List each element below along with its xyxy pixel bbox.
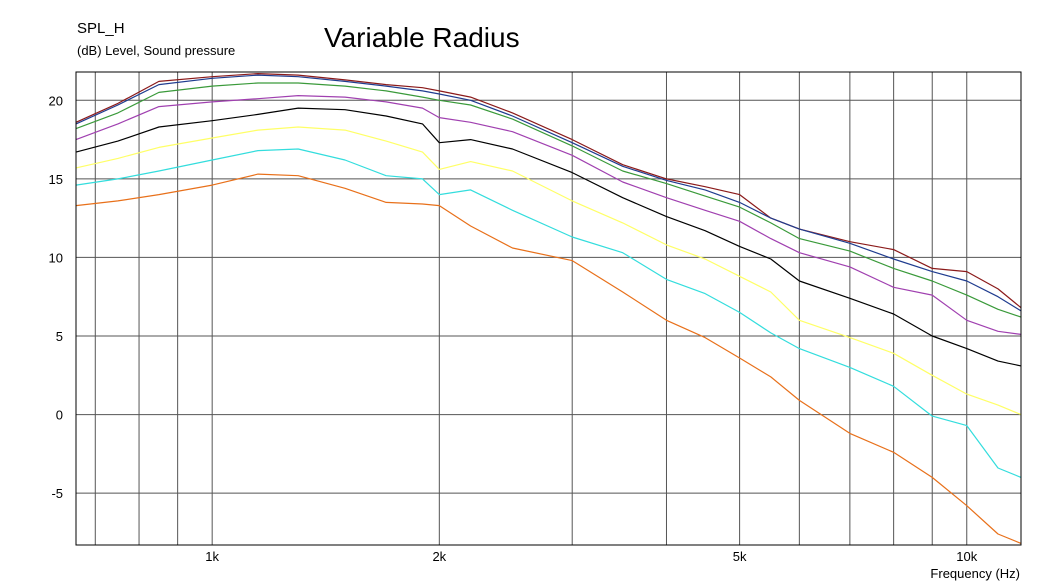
series-line-1	[75, 72, 1022, 309]
x-tick-label: 1k	[205, 549, 219, 564]
y-tick-label: 10	[49, 250, 63, 265]
x-axis-label: Frequency (Hz)	[930, 566, 1020, 581]
chart-title: Variable Radius	[324, 22, 520, 53]
y-tick-label: 20	[49, 93, 63, 108]
y-tick-label: 15	[49, 172, 63, 187]
series-group	[75, 72, 1022, 544]
series-line-3	[75, 82, 1022, 318]
series-line-4	[75, 94, 1022, 335]
y-axis-title: SPL_H	[77, 20, 125, 37]
x-tick-labels: 1k 2k 5k 10k	[205, 549, 977, 564]
series-line-7	[75, 148, 1022, 478]
y-tick-label: -5	[51, 486, 63, 501]
y-tick-label: 0	[56, 408, 63, 423]
x-tick-label: 5k	[733, 549, 747, 564]
y-tick-labels: 20 15 10 5 0 -5	[49, 93, 63, 501]
grid-lines	[76, 72, 1021, 545]
y-tick-label: 5	[56, 329, 63, 344]
x-tick-label: 10k	[956, 549, 977, 564]
series-line-5	[75, 107, 1022, 367]
series-line-2	[75, 74, 1022, 312]
plot-frame	[75, 71, 1022, 546]
series-line-6	[75, 126, 1022, 416]
x-tick-label: 2k	[432, 549, 446, 564]
y-axis-unit-label: (dB) Level, Sound pressure	[77, 43, 236, 58]
series-line-8	[75, 173, 1022, 544]
